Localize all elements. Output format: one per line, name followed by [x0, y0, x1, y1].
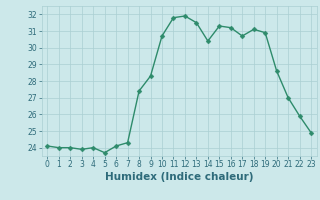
- X-axis label: Humidex (Indice chaleur): Humidex (Indice chaleur): [105, 172, 253, 182]
